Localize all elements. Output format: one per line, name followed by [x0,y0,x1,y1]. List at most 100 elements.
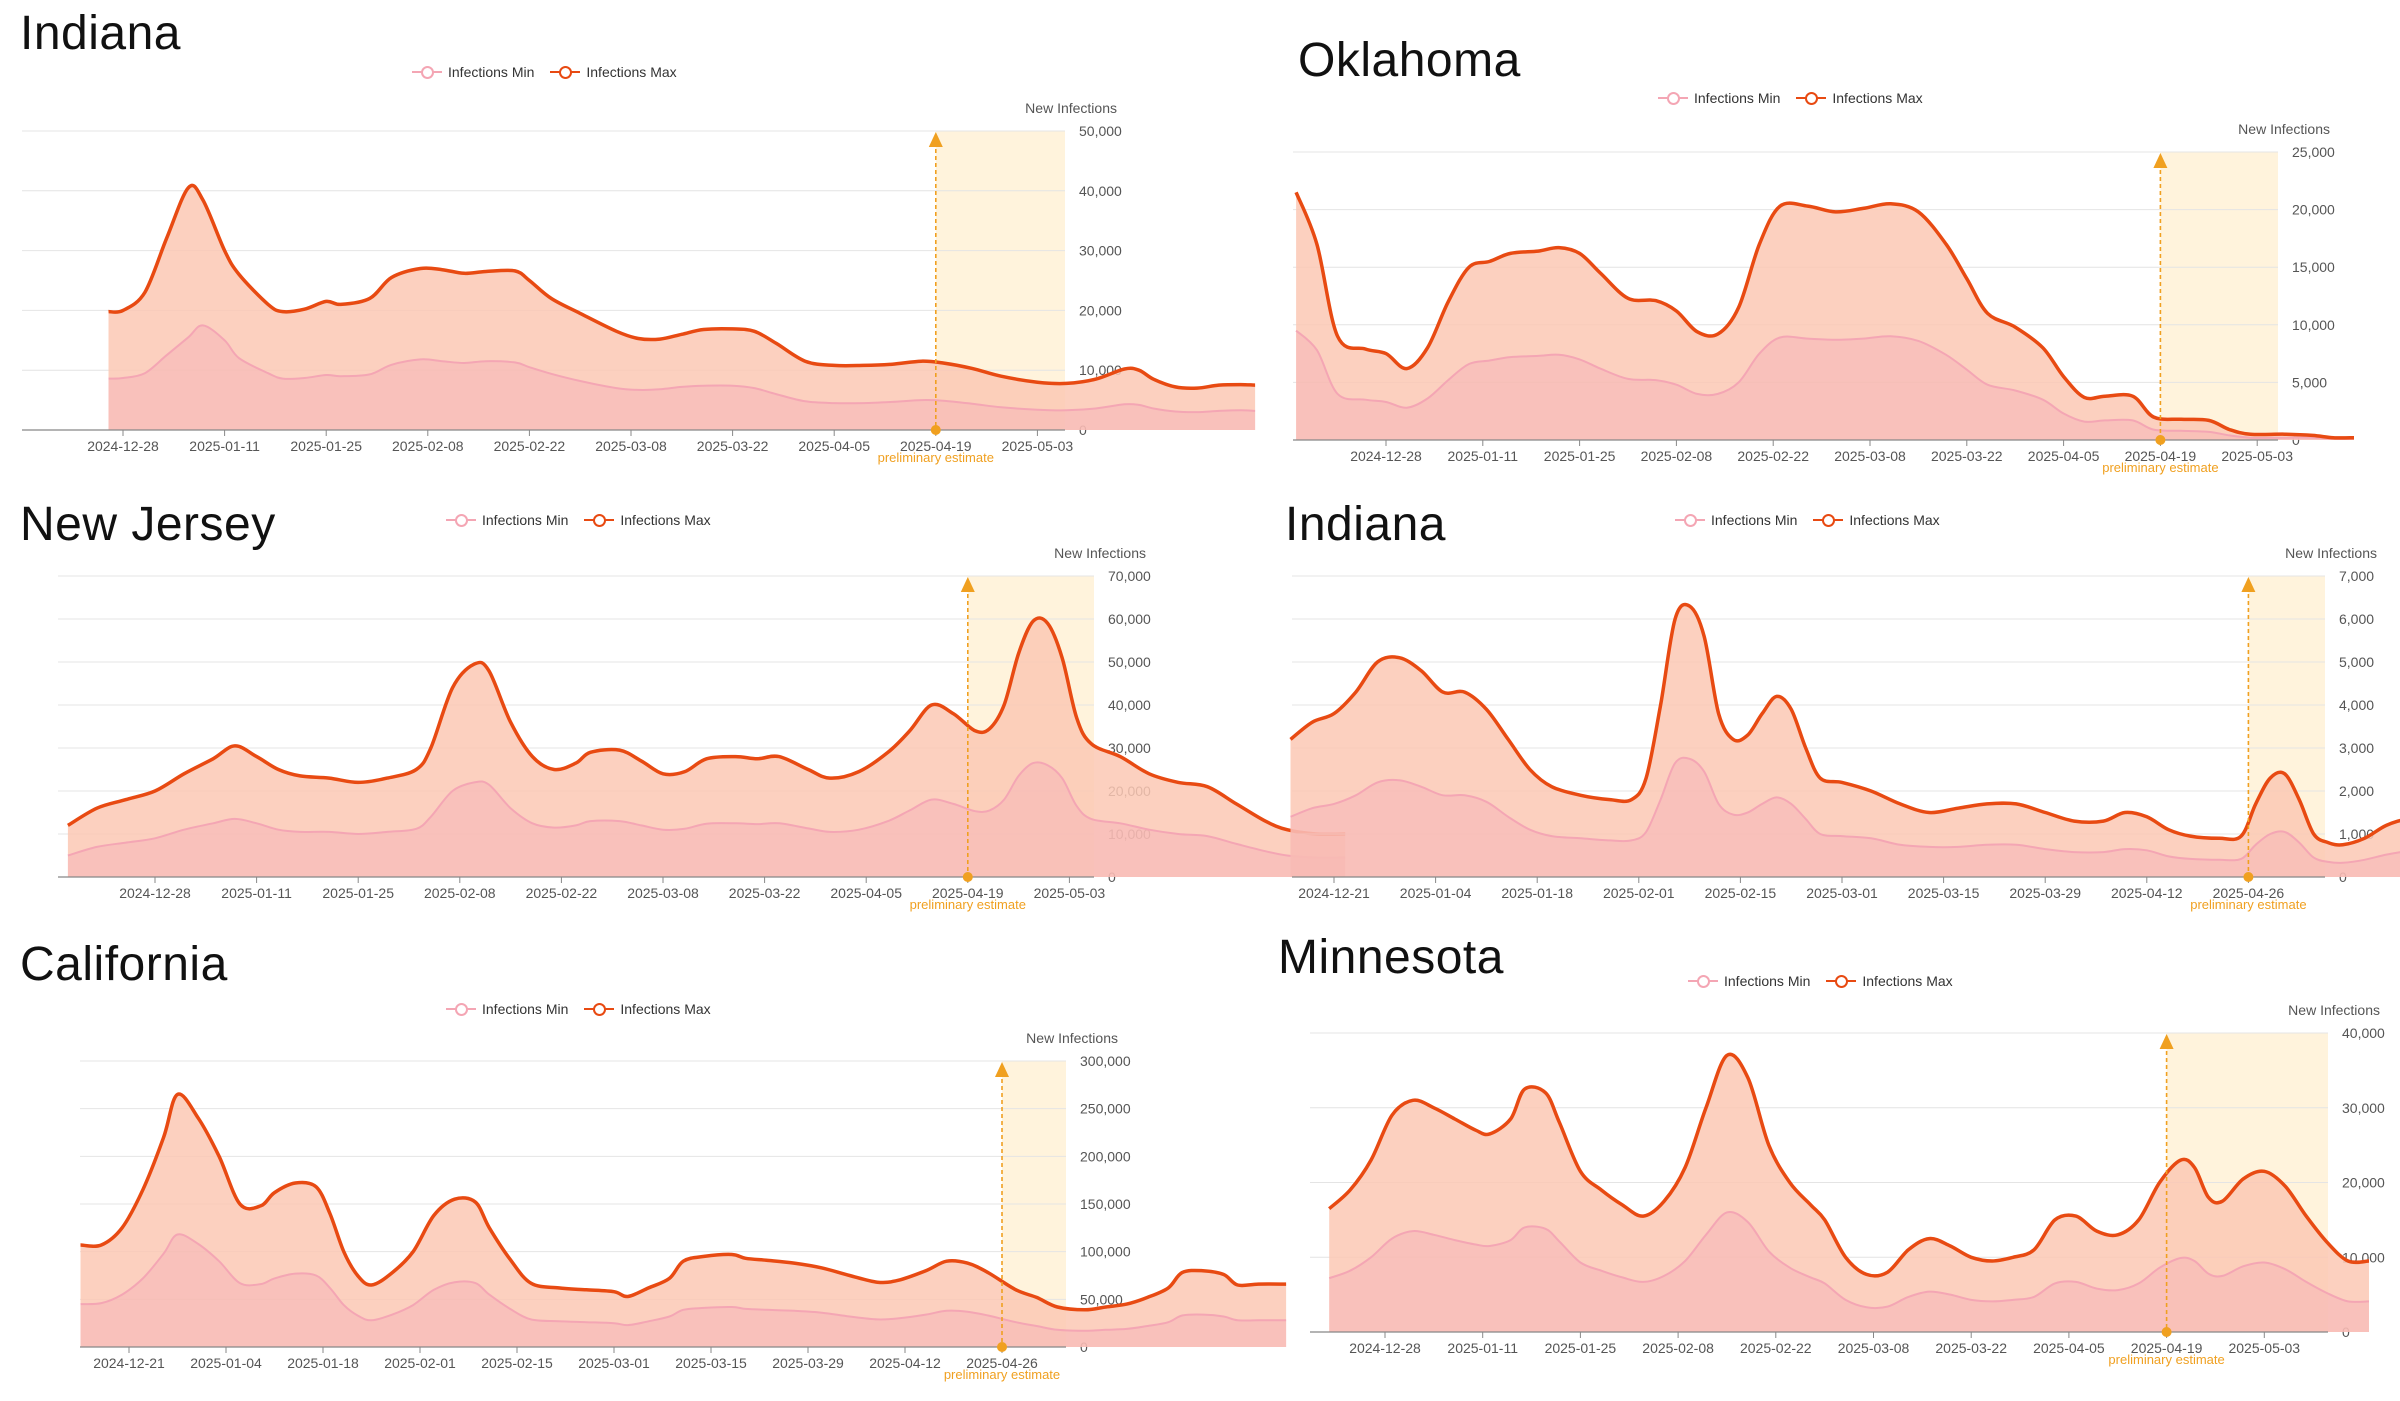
area-chart: 01,0002,0003,0004,0005,0006,0007,000New … [1289,545,2400,912]
x-tick-label: 2025-01-11 [221,885,292,901]
x-tick-label: 2025-04-19 [932,885,1004,901]
chart-panel-indiana-1: Indiana Infections Min Infections Max 01… [0,0,1256,470]
x-tick-label: 2025-05-03 [2228,1340,2300,1356]
x-tick-label: 2025-01-11 [189,438,260,454]
chart-legend: Infections Min Infections Max [412,64,693,80]
chart-panel-minnesota: Minnesota Infections Min Infections Max … [1250,930,2400,1401]
forecast-region [2160,152,2278,440]
max-area [1290,604,2400,877]
x-tick-label: 2025-01-18 [287,1355,359,1371]
legend-item-max: Infections Max [584,1001,711,1017]
chart-panel-oklahoma: Oklahoma Infections Min Infections Max 0… [1250,0,2400,475]
x-tick-label: 2025-01-18 [1501,885,1573,901]
chart-title: Minnesota [1278,931,1504,984]
y-tick-label: 50,000 [1080,1291,1123,1307]
chart-legend: Infections Min Infections Max [1658,90,1939,106]
x-tick-label: 2025-03-22 [1931,448,2003,464]
x-tick-label: 2025-03-08 [1834,448,1906,464]
y-tick-label: 250,000 [1080,1101,1131,1117]
chart-title: Indiana [20,7,181,60]
x-tick-label: 2025-03-22 [697,438,769,454]
forecast-annotation: preliminary estimate [944,1367,1060,1382]
chart-title: California [20,938,228,991]
forecast-marker-dot [2243,872,2254,882]
y-tick-label: 100,000 [1080,1244,1131,1260]
x-tick-label: 2025-01-25 [1545,1340,1617,1356]
y-tick-label: 6,000 [2339,611,2374,627]
chart-legend: Infections Min Infections Max [446,1001,727,1017]
y-tick-label: 5,000 [2339,654,2374,670]
legend-item-max: Infections Max [1813,512,1940,528]
y-tick-label: 5,000 [2292,374,2327,390]
min-area [67,762,1346,877]
x-tick-label: 2025-02-22 [494,438,566,454]
min-line [1295,329,2355,440]
legend-label: Infections Max [620,1001,711,1017]
x-tick-label: 2025-02-22 [526,885,598,901]
legend-item-min: Infections Min [446,1001,568,1017]
x-tick-label: 2025-03-29 [772,1355,844,1371]
max-area [1329,1054,2369,1332]
x-tick-label: 2025-05-03 [2221,448,2293,464]
x-tick-label: 2025-05-03 [1034,885,1106,901]
y-tick-label: 20,000 [2292,202,2335,218]
legend-item-max: Infections Max [550,64,677,80]
x-tick-label: 2025-03-01 [1806,885,1878,901]
x-tick-label: 2025-05-03 [1002,438,1074,454]
y-tick-label: 20,000 [1079,302,1122,318]
y-tick-label: 40,000 [1079,183,1122,199]
legend-label: Infections Max [620,512,711,528]
x-tick-label: 2025-02-08 [392,438,464,454]
x-tick-label: 2025-04-19 [2125,448,2197,464]
x-tick-label: 2024-12-28 [1350,448,1422,464]
x-tick-label: 2025-02-22 [1737,448,1809,464]
x-tick-label: 2025-02-15 [1705,885,1777,901]
max-line [1289,602,2400,847]
min-line [1290,756,2400,864]
y-axis-title: New Infections [1054,545,1146,561]
legend-item-max: Infections Max [1796,90,1923,106]
legend-label: Infections Max [1862,973,1953,989]
x-tick-label: 2025-03-08 [1838,1340,1910,1356]
x-tick-label: 2025-04-26 [966,1355,1038,1371]
min-area [1329,1211,2369,1332]
x-tick-label: 2025-03-22 [1935,1340,2007,1356]
y-tick-label: 2,000 [2339,783,2374,799]
forecast-marker-dot [962,872,973,882]
y-tick-label: 50,000 [1108,654,1151,670]
x-tick-label: 2024-12-21 [1298,885,1370,901]
legend-max-marker [1796,91,1827,105]
x-tick-label: 2025-01-25 [322,885,394,901]
y-axis-title: New Infections [2285,545,2377,561]
min-line [108,324,1256,414]
y-axis-title: New Infections [1026,1030,1118,1046]
y-tick-label: 15,000 [2292,259,2335,275]
legend-item-min: Infections Min [1688,973,1810,989]
forecast-marker-dot [2155,435,2166,445]
x-tick-label: 2025-04-05 [2033,1340,2105,1356]
legend-min-marker [412,65,442,79]
legend-min-marker [1688,974,1718,988]
legend-min-marker [1675,513,1705,527]
x-tick-label: 2025-04-26 [2213,885,2285,901]
chart-panel-new-jersey: New Jersey Infections Min Infections Max… [0,485,1346,930]
legend-label: Infections Min [482,512,569,528]
x-tick-label: 2025-01-11 [1447,1340,1518,1356]
forecast-arrow-icon [2159,1034,2174,1049]
legend-label: Infections Min [1694,90,1781,106]
x-tick-label: 2025-03-15 [675,1355,747,1371]
x-tick-label: 2025-03-08 [595,438,667,454]
forecast-annotation: preliminary estimate [910,897,1026,912]
x-tick-label: 2025-01-11 [1448,448,1519,464]
max-line [108,183,1256,390]
y-tick-label: 4,000 [2339,697,2374,713]
x-tick-label: 2025-04-12 [2111,885,2183,901]
y-tick-label: 7,000 [2339,568,2374,584]
min-line [67,761,1346,859]
forecast-annotation: preliminary estimate [2102,460,2218,475]
y-tick-label: 40,000 [1108,697,1151,713]
forecast-annotation: preliminary estimate [2190,897,2306,912]
y-tick-label: 25,000 [2292,144,2335,160]
